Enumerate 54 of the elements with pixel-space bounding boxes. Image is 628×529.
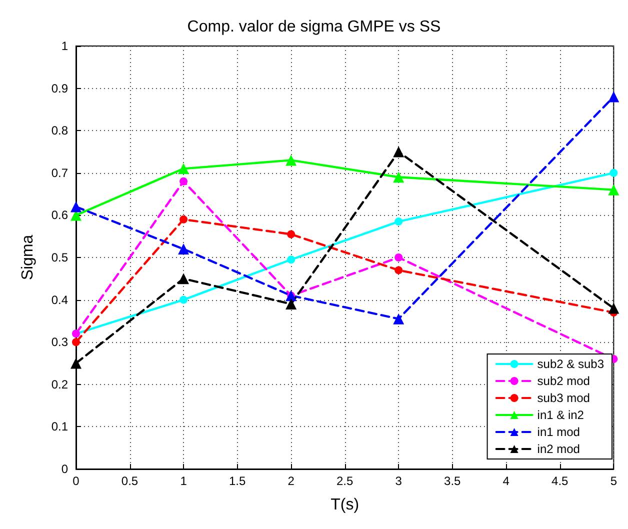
point	[287, 256, 296, 264]
point	[180, 177, 188, 186]
x-axis-title: T(s)	[330, 496, 360, 514]
point	[608, 302, 620, 314]
x-tick-label: 0.5	[121, 474, 138, 488]
x-tick-label: 1.5	[228, 474, 246, 488]
point	[393, 172, 404, 183]
point	[393, 313, 404, 324]
x-tick-label: 2.5	[336, 474, 354, 488]
y-tick-label: 0.6	[51, 208, 68, 222]
x-tick-label: 4	[502, 474, 510, 488]
legend-label: sub2 mod	[537, 374, 590, 388]
point	[178, 244, 190, 255]
y-tick-label: 0.9	[51, 81, 68, 96]
point	[393, 146, 404, 158]
x-tick-label: 3.5	[444, 474, 462, 488]
point	[394, 254, 403, 262]
y-tick-label: 0	[61, 462, 68, 476]
point	[70, 358, 82, 369]
legend-label: in1 & in2	[537, 408, 584, 422]
point	[286, 298, 297, 310]
y-tick-label: 0.2	[51, 377, 68, 392]
x-tick-label: 1	[180, 474, 188, 488]
point	[394, 218, 403, 226]
x-tick-label: 3	[395, 474, 402, 488]
point	[287, 230, 296, 238]
point	[178, 273, 190, 284]
x-tick-label: 5	[610, 474, 618, 488]
legend-label: sub2 & sub3	[537, 357, 604, 371]
point	[70, 201, 82, 212]
point	[180, 296, 188, 304]
x-tick-label: 0	[72, 474, 80, 488]
point	[178, 163, 190, 174]
chart-title: Comp. valor de sigma GMPE vs SS	[187, 18, 441, 36]
point	[286, 154, 297, 166]
legend-label: in1 mod	[537, 425, 580, 439]
y-axis-title: Sigma	[20, 234, 36, 280]
y-tick-label: 0.5	[51, 250, 68, 264]
y-tick-label: 0.4	[51, 292, 68, 307]
point	[608, 184, 620, 196]
y-tick-label: 0.1	[51, 420, 68, 434]
point	[608, 91, 620, 102]
y-tick-label: 1	[61, 39, 68, 53]
legend-label: sub3 mod	[537, 391, 590, 405]
point	[610, 168, 618, 177]
point	[394, 266, 403, 274]
y-tick-label: 0.3	[51, 335, 68, 350]
x-tick-label: 4.5	[552, 474, 569, 488]
point	[72, 338, 80, 346]
legend-label: in2 mod	[537, 442, 580, 456]
x-tick-label: 2	[288, 474, 295, 488]
y-tick-label: 0.7	[51, 166, 68, 180]
point	[180, 215, 188, 224]
y-tick-label: 0.8	[51, 124, 68, 138]
